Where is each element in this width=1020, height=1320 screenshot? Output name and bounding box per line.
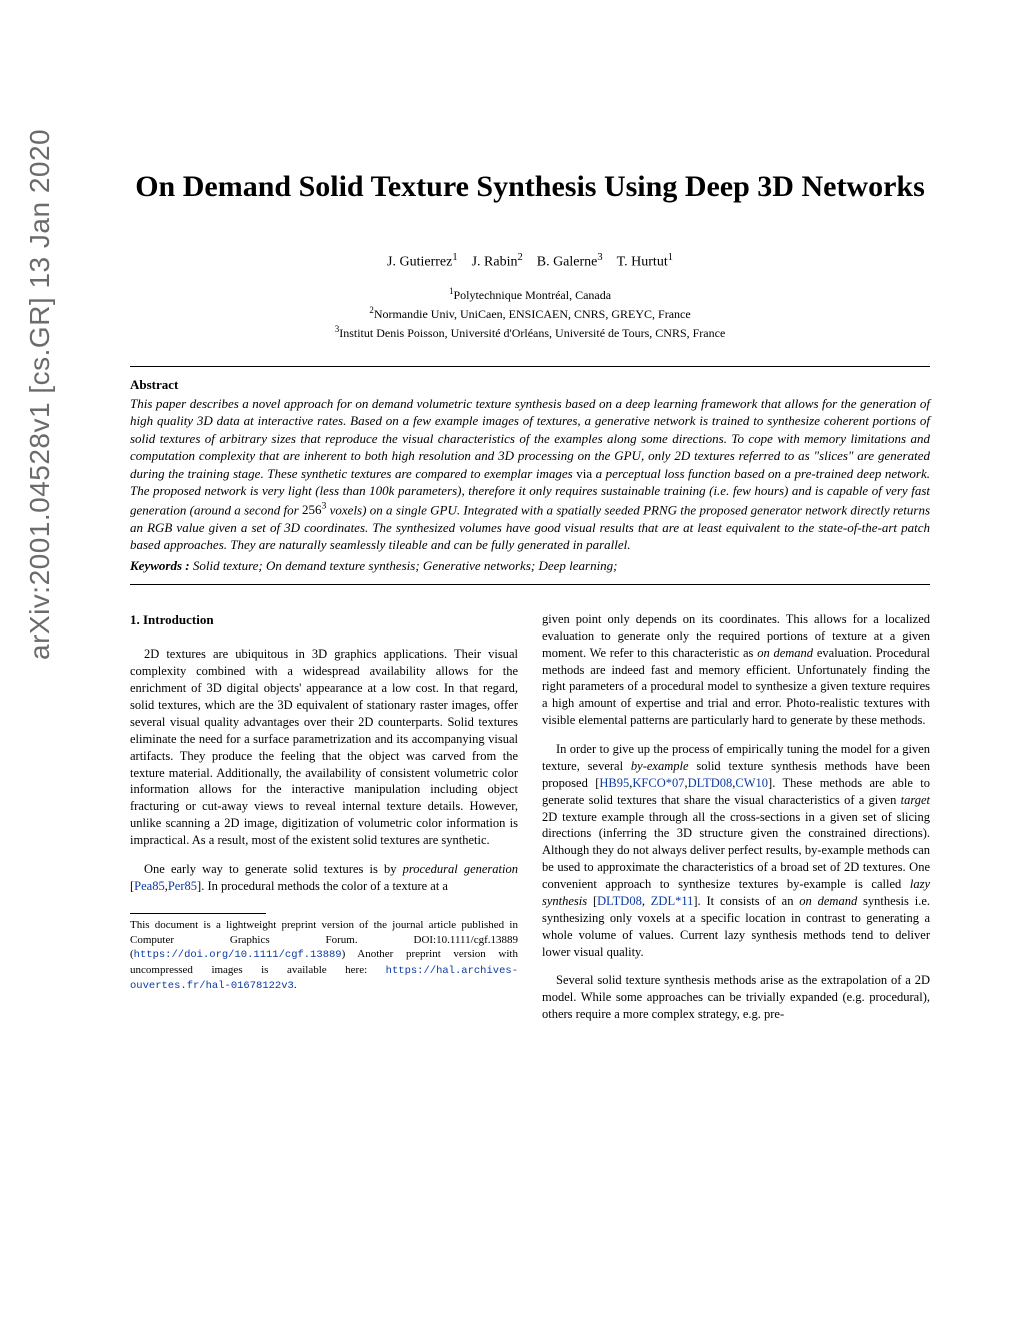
affiliation-2: 2Normandie Univ, UniCaen, ENSICAEN, CNRS…	[130, 304, 930, 323]
arxiv-identifier: arXiv:2001.04528v1 [cs.GR] 13 Jan 2020	[24, 129, 56, 660]
affiliations-block: 1Polytechnique Montréal, Canada 2Normand…	[130, 285, 930, 342]
rule-bottom	[130, 584, 930, 585]
authors-line: J. Gutierrez1 J. Rabin2 B. Galerne3 T. H…	[130, 252, 930, 271]
abstract-text: This paper describes a novel approach fo…	[130, 395, 930, 554]
intro-para-2: One early way to generate solid textures…	[130, 861, 518, 895]
body-columns: 1. Introduction 2D textures are ubiquito…	[130, 611, 930, 1035]
page-content: On Demand Solid Texture Synthesis Using …	[0, 0, 1020, 1085]
column-left: 1. Introduction 2D textures are ubiquito…	[130, 611, 518, 1035]
abstract-heading: Abstract	[130, 377, 930, 393]
footnote-text: This document is a lightweight preprint …	[130, 918, 518, 993]
right-para-1: given point only depends on its coordina…	[542, 611, 930, 729]
rule-top	[130, 366, 930, 367]
section-heading-intro: 1. Introduction	[130, 611, 518, 629]
column-right: given point only depends on its coordina…	[542, 611, 930, 1035]
intro-para-1: 2D textures are ubiquitous in 3D graphic…	[130, 646, 518, 849]
paper-title: On Demand Solid Texture Synthesis Using …	[130, 170, 930, 204]
right-para-2: In order to give up the process of empir…	[542, 741, 930, 960]
keywords-label: Keywords :	[130, 558, 190, 573]
keywords-line: Keywords : Solid texture; On demand text…	[130, 558, 930, 574]
abstract-block: Abstract This paper describes a novel ap…	[130, 377, 930, 574]
footnote-rule	[130, 913, 266, 914]
affiliation-1: 1Polytechnique Montréal, Canada	[130, 285, 930, 304]
affiliation-3: 3Institut Denis Poisson, Université d'Or…	[130, 323, 930, 342]
right-para-3: Several solid texture synthesis methods …	[542, 972, 930, 1023]
keywords-text: Solid texture; On demand texture synthes…	[190, 558, 618, 573]
